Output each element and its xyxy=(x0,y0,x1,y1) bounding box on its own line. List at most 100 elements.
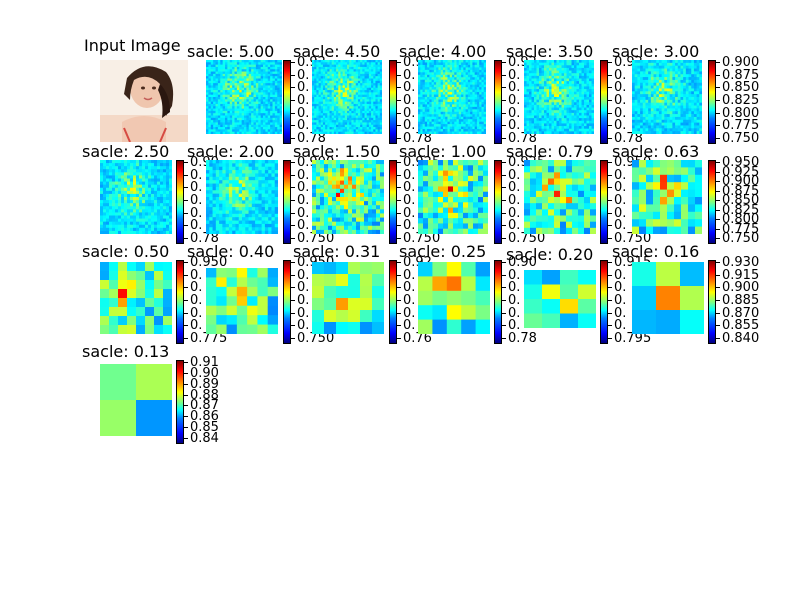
colorbar-tick-label: 0. xyxy=(508,80,521,96)
colorbar-tick-mark xyxy=(397,112,401,114)
colorbar-tick-mark xyxy=(397,200,401,201)
colorbar-tick-label: 0.78 xyxy=(614,131,643,146)
colorbar-tick-mark xyxy=(291,187,295,189)
colorbar-tick-mark xyxy=(502,187,506,189)
colorbar-tick-label: 0. xyxy=(190,205,203,221)
panel-title: sacle: 0.16 xyxy=(612,242,700,261)
colorbar-tick-mark xyxy=(291,287,295,289)
colorbar-tick-label: 0. xyxy=(403,167,416,183)
colorbar-tick-label: 0. xyxy=(403,280,416,296)
colorbar-tick-label: 0. xyxy=(190,318,203,334)
colorbar-tick-mark xyxy=(716,162,720,163)
colorbar-tick-label: 0. xyxy=(297,93,310,108)
colorbar-tick-label: 0. xyxy=(403,180,416,196)
colorbar-tick-label: 0. xyxy=(190,280,203,296)
heatmap xyxy=(206,160,278,234)
colorbar-tick-mark xyxy=(502,238,506,239)
colorbar-tick-mark xyxy=(397,300,401,301)
colorbar-tick-mark xyxy=(291,200,295,201)
colorbar xyxy=(600,260,608,344)
colorbar-tick-label: 0. xyxy=(614,193,627,208)
colorbar-tick-label: 0.89 xyxy=(190,376,219,392)
colorbar-tick-mark xyxy=(608,62,612,63)
panel-title: sacle: 4.50 xyxy=(293,42,381,61)
colorbar-tick-label: 0.870 xyxy=(722,305,760,321)
panel-title: sacle: 0.31 xyxy=(293,242,381,261)
colorbar-tick-label: 0. xyxy=(297,205,310,221)
colorbar-tick-mark xyxy=(397,225,401,227)
colorbar-tick-mark xyxy=(716,190,720,192)
colorbar-tick-label: 0. xyxy=(508,105,521,121)
colorbar-tick-label: 0. xyxy=(403,93,416,108)
colorbar-tick-mark xyxy=(716,287,720,289)
colorbar-tick-label: 0.930 xyxy=(722,255,760,270)
colorbar xyxy=(283,160,291,244)
colorbar-tick-mark xyxy=(716,209,720,211)
colorbar-tick-mark xyxy=(184,225,188,227)
colorbar-tick-label: 0.87 xyxy=(190,398,219,414)
colorbar-tick-mark xyxy=(502,162,506,163)
colorbar-tick-label: 0. xyxy=(403,218,416,234)
colorbar-tick-mark xyxy=(291,174,295,176)
colorbar-tick-label: 0.900 xyxy=(722,280,760,296)
heatmap xyxy=(632,262,704,334)
heatmap xyxy=(100,160,172,234)
colorbar-tick-label: 0.750 xyxy=(297,331,335,346)
colorbar-tick-mark xyxy=(184,394,188,396)
colorbar-tick-mark xyxy=(502,62,506,63)
colorbar-tick-label: 0. xyxy=(614,218,627,234)
colorbar xyxy=(389,160,397,244)
panel-title: sacle: 2.00 xyxy=(187,142,275,161)
colorbar-tick-mark xyxy=(502,200,506,201)
colorbar-tick-mark xyxy=(291,300,295,301)
colorbar-tick-label: 0. xyxy=(614,293,627,308)
colorbar-tick-label: 0. xyxy=(508,93,521,108)
colorbar-tick-mark xyxy=(502,138,506,139)
colorbar-tick-label: 0.850 xyxy=(722,193,760,208)
heatmap xyxy=(100,364,172,436)
colorbar-tick-mark xyxy=(184,174,188,176)
colorbar-tick-label: 0.775 xyxy=(722,118,760,134)
panel-title: sacle: 1.00 xyxy=(399,142,487,161)
colorbar-tick-mark xyxy=(502,225,506,227)
colorbar-tick-label: 0.84 xyxy=(190,431,219,446)
colorbar-tick-label: 0. xyxy=(508,167,521,183)
colorbar xyxy=(708,260,716,344)
colorbar-tick-label: 0. xyxy=(614,118,627,134)
colorbar-tick-mark xyxy=(716,219,720,220)
colorbar-tick-label: 0.900 xyxy=(722,174,760,189)
colorbar-tick-label: 0. xyxy=(297,193,310,208)
colorbar-tick-label: 0. xyxy=(190,167,203,183)
colorbar-tick-label: 0.875 xyxy=(722,183,760,199)
colorbar-tick-mark xyxy=(397,338,401,339)
colorbar-tick-label: 0.78 xyxy=(190,231,219,246)
colorbar-tick-mark xyxy=(184,287,188,289)
colorbar-tick-label: 0.795 xyxy=(614,331,652,346)
heatmap xyxy=(524,270,596,328)
panel-title: sacle: 4.00 xyxy=(399,42,487,61)
colorbar-tick-mark xyxy=(608,112,612,114)
colorbar-tick-mark xyxy=(184,187,188,189)
colorbar xyxy=(176,360,184,444)
colorbar xyxy=(600,60,608,144)
heatmap xyxy=(632,160,702,234)
colorbar-tick-label: 0.750 xyxy=(722,131,760,146)
heatmap xyxy=(206,60,282,134)
colorbar-tick-mark xyxy=(184,383,188,385)
colorbar-tick-mark xyxy=(184,427,188,429)
colorbar-tick-mark xyxy=(716,62,720,63)
colorbar-tick-mark xyxy=(502,112,506,114)
colorbar-tick-label: 0.750 xyxy=(614,231,652,246)
colorbar-tick-mark xyxy=(608,187,612,189)
colorbar xyxy=(494,160,502,244)
colorbar-tick-mark xyxy=(608,125,612,127)
colorbar xyxy=(708,160,716,244)
colorbar-tick-label: 0.875 xyxy=(722,67,760,83)
colorbar xyxy=(494,260,502,344)
colorbar-tick-mark xyxy=(291,138,295,139)
colorbar-tick-label: 0.950 xyxy=(722,155,760,170)
colorbar-tick-label: 0. xyxy=(297,305,310,321)
colorbar-tick-mark xyxy=(716,171,720,173)
colorbar-tick-mark xyxy=(716,238,720,239)
colorbar-tick-label: 0. xyxy=(403,67,416,83)
